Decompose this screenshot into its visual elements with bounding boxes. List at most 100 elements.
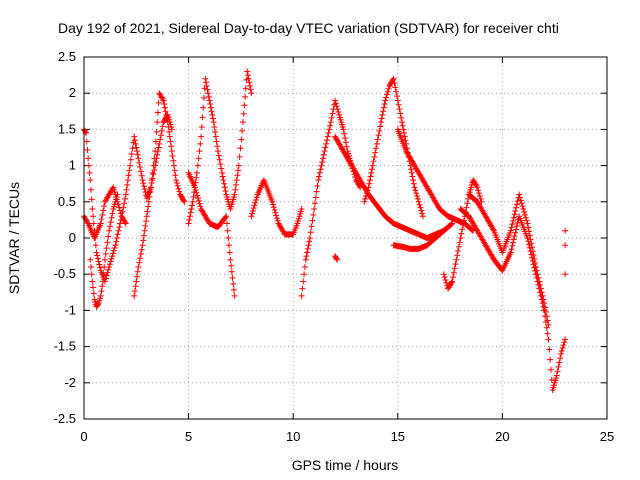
data-point xyxy=(247,86,254,93)
data-point xyxy=(143,213,150,220)
data-point xyxy=(530,252,537,259)
data-point xyxy=(99,211,106,218)
data-point xyxy=(316,173,323,180)
data-point xyxy=(113,238,120,245)
data-point xyxy=(219,169,226,176)
data-point xyxy=(440,271,447,278)
data-point xyxy=(228,262,235,269)
data-point xyxy=(298,206,305,213)
data-point xyxy=(390,75,397,82)
data-point xyxy=(511,211,518,218)
data-point xyxy=(195,155,202,162)
data-point xyxy=(137,250,144,257)
x-tick-label: 15 xyxy=(391,429,405,444)
data-point xyxy=(271,206,278,213)
data-point xyxy=(134,151,141,158)
data-point xyxy=(393,88,400,95)
data-point xyxy=(104,239,111,246)
data-point xyxy=(153,155,160,162)
x-tick-label: 0 xyxy=(80,429,87,444)
data-point xyxy=(136,259,143,266)
data-point xyxy=(225,235,232,241)
y-tick-label: -2 xyxy=(64,375,76,390)
data-point xyxy=(166,133,173,140)
data-point xyxy=(415,198,422,205)
y-tick-label: 0 xyxy=(69,230,76,245)
data-point xyxy=(90,220,97,227)
data-point xyxy=(153,128,160,135)
data-point xyxy=(373,140,380,147)
data-point xyxy=(133,278,140,285)
data-point xyxy=(248,213,255,220)
data-point xyxy=(306,235,313,241)
data-point xyxy=(235,162,242,169)
data-point xyxy=(203,82,210,89)
data-point xyxy=(87,256,94,263)
series-arc-l xyxy=(390,220,456,252)
data-point xyxy=(230,286,237,293)
data-point xyxy=(154,119,161,126)
data-point xyxy=(223,220,230,227)
data-point xyxy=(317,166,324,173)
data-point xyxy=(101,263,108,270)
data-point xyxy=(335,109,342,116)
data-point xyxy=(146,193,153,200)
data-point xyxy=(511,233,518,240)
data-point xyxy=(408,169,415,176)
data-point xyxy=(193,169,200,176)
data-point xyxy=(152,158,159,165)
data-point xyxy=(544,330,551,337)
data-point xyxy=(131,292,138,299)
y-tick-label: 1.5 xyxy=(58,121,76,136)
data-point xyxy=(170,162,177,169)
data-point xyxy=(523,217,530,224)
data-point xyxy=(197,140,204,147)
data-point xyxy=(124,177,131,184)
data-point xyxy=(449,220,456,227)
series-arc-i xyxy=(361,75,426,220)
data-point xyxy=(113,235,120,241)
data-point xyxy=(311,206,318,213)
data-point xyxy=(512,208,519,215)
data-point xyxy=(463,204,470,211)
data-point xyxy=(95,258,102,265)
data-point xyxy=(83,138,90,145)
data-point xyxy=(545,336,552,343)
data-point xyxy=(191,184,198,191)
data-point xyxy=(399,122,406,129)
data-point xyxy=(229,274,236,281)
data-point xyxy=(531,256,538,263)
data-point xyxy=(558,347,565,354)
data-point xyxy=(210,119,217,126)
data-point xyxy=(253,194,260,201)
data-point xyxy=(391,80,398,87)
data-point xyxy=(148,179,155,186)
data-point xyxy=(227,256,234,263)
data-point xyxy=(142,222,149,229)
data-point xyxy=(554,368,561,375)
data-point xyxy=(323,137,330,144)
data-point xyxy=(101,256,108,263)
series-arc-g xyxy=(248,177,305,238)
data-point xyxy=(510,236,517,243)
data-point xyxy=(159,123,166,130)
data-point xyxy=(122,191,129,198)
series-arc-m xyxy=(440,177,485,292)
data-point xyxy=(319,158,326,165)
data-point xyxy=(161,104,168,111)
data-point xyxy=(518,200,525,207)
data-point xyxy=(131,288,138,295)
data-point xyxy=(188,206,195,213)
data-point xyxy=(102,275,109,282)
data-point xyxy=(412,187,419,194)
data-point xyxy=(235,167,242,174)
data-point xyxy=(298,292,305,299)
data-point xyxy=(397,110,404,117)
data-point xyxy=(97,220,104,227)
data-point xyxy=(159,95,166,102)
data-point xyxy=(242,93,249,100)
data-point xyxy=(373,145,380,152)
data-point xyxy=(272,209,279,216)
data-point xyxy=(561,339,568,346)
